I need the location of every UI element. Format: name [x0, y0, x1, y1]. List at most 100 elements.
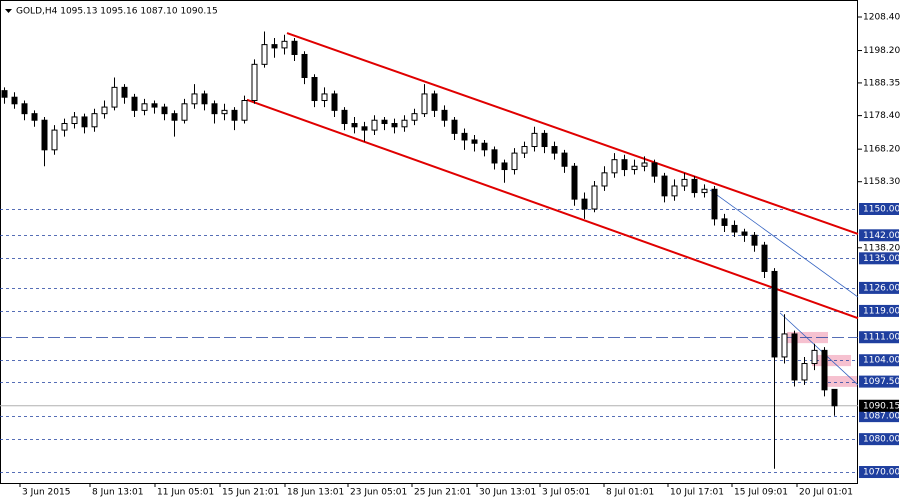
- x-tick-label: 30 Jun 13:01: [479, 488, 536, 498]
- x-tick-label: 18 Jun 13:01: [287, 488, 344, 498]
- level-label: 1070.00: [863, 468, 900, 478]
- candle-body: [281, 40, 288, 49]
- x-tick-label: 8 Jul 01:01: [606, 488, 654, 498]
- candle-body: [211, 103, 218, 115]
- x-tick-label: 3 Jun 2015: [22, 488, 70, 498]
- candle-body: [381, 119, 388, 125]
- menu-arrow: [5, 9, 12, 13]
- candle-body: [271, 44, 278, 49]
- candle-body: [391, 123, 398, 128]
- candle-body: [171, 113, 178, 121]
- candle-body: [81, 116, 88, 128]
- candle-body: [401, 119, 408, 128]
- trendline: [779, 312, 859, 386]
- level-label: 1097.50: [863, 377, 900, 387]
- candle-body: [111, 86, 118, 108]
- candle-body: [121, 86, 128, 98]
- candle-body: [541, 132, 548, 148]
- y-tick-label: 1198.20: [863, 46, 900, 56]
- level-label: 1135.00: [863, 254, 900, 264]
- level-label: 1080.00: [863, 435, 900, 445]
- candle-body: [731, 224, 738, 233]
- candle-body: [761, 244, 768, 272]
- x-tick-label: 25 Jun 21:01: [414, 488, 471, 498]
- candle-body: [641, 162, 648, 167]
- level-label: 1126.00: [863, 283, 900, 293]
- candle-body: [231, 109, 238, 121]
- candle-body: [561, 152, 568, 167]
- candle-body: [151, 103, 158, 108]
- candle-body: [631, 165, 638, 171]
- candle-body: [581, 198, 588, 210]
- candle-body: [261, 44, 268, 65]
- candle-body: [501, 162, 508, 171]
- y-tick-label: 1158.30: [863, 177, 900, 187]
- candle-body: [801, 363, 808, 381]
- candle-body: [131, 96, 138, 111]
- candle-body: [441, 109, 448, 121]
- candle-body: [591, 185, 598, 210]
- level-label-box: [859, 375, 899, 388]
- y-tick-label: 1138.20: [863, 243, 900, 253]
- trendline: [246, 98, 859, 320]
- x-tick-label: 20 Jul 01:01: [799, 488, 853, 498]
- candle-body: [471, 139, 478, 144]
- candle-body: [71, 116, 78, 125]
- candle-body: [571, 165, 578, 200]
- plot-frame: [0, 0, 858, 484]
- y-tick-label: 1188.35: [863, 78, 900, 88]
- level-label-box: [859, 203, 899, 216]
- candle-body: [341, 109, 348, 125]
- last-price-box: [859, 399, 899, 412]
- level-label-box: [859, 252, 899, 265]
- candle-body: [41, 119, 48, 151]
- candle-body: [431, 93, 438, 111]
- x-tick-label: 10 Jul 17:01: [670, 488, 724, 498]
- level-label-box: [859, 229, 899, 242]
- level-label-box: [859, 433, 899, 446]
- candle-body: [181, 103, 188, 121]
- candle-body: [751, 234, 758, 246]
- candle-body: [831, 388, 838, 407]
- candle-body: [61, 123, 68, 131]
- candle-body: [741, 231, 748, 236]
- candle-body: [201, 93, 208, 105]
- candle-body: [601, 172, 608, 187]
- candle-body: [311, 76, 318, 102]
- level-label: 1104.00: [863, 356, 900, 366]
- candle-body: [771, 270, 778, 358]
- candle-body: [241, 100, 248, 121]
- candle-body: [821, 349, 828, 391]
- level-label-box: [859, 304, 899, 317]
- candle-body: [141, 103, 148, 111]
- candle-body: [481, 142, 488, 151]
- candle-body: [1, 90, 8, 98]
- candle-body: [671, 185, 678, 197]
- candle-body: [11, 96, 18, 105]
- candle-body: [351, 123, 358, 128]
- candle-body: [221, 109, 228, 115]
- level-label-box: [859, 410, 899, 423]
- x-tick-label: 3 Jul 05:01: [542, 488, 590, 498]
- candle-body: [521, 146, 528, 154]
- candle-body: [551, 146, 558, 154]
- x-tick-label: 11 Jun 05:01: [157, 488, 214, 498]
- x-tick-label: 15 Jun 21:01: [222, 488, 279, 498]
- y-tick-label: 1178.40: [863, 111, 900, 121]
- x-tick-label: 15 Jul 09:01: [734, 488, 788, 498]
- candle-body: [251, 63, 258, 102]
- candle-body: [681, 178, 688, 187]
- candle-body: [781, 333, 788, 358]
- candle-body: [491, 149, 498, 164]
- level-label: 1142.00: [863, 231, 900, 241]
- y-tick-label: 1168.20: [863, 145, 900, 155]
- candle-body: [621, 159, 628, 171]
- chart-title: GOLD,H4 1095.13 1095.16 1087.10 1090.15: [16, 7, 218, 17]
- level-label-box: [859, 281, 899, 294]
- level-label-box: [859, 354, 899, 367]
- trendline: [286, 32, 859, 235]
- candle-body: [101, 106, 108, 115]
- candle-body: [511, 152, 518, 171]
- candle-body: [701, 188, 708, 194]
